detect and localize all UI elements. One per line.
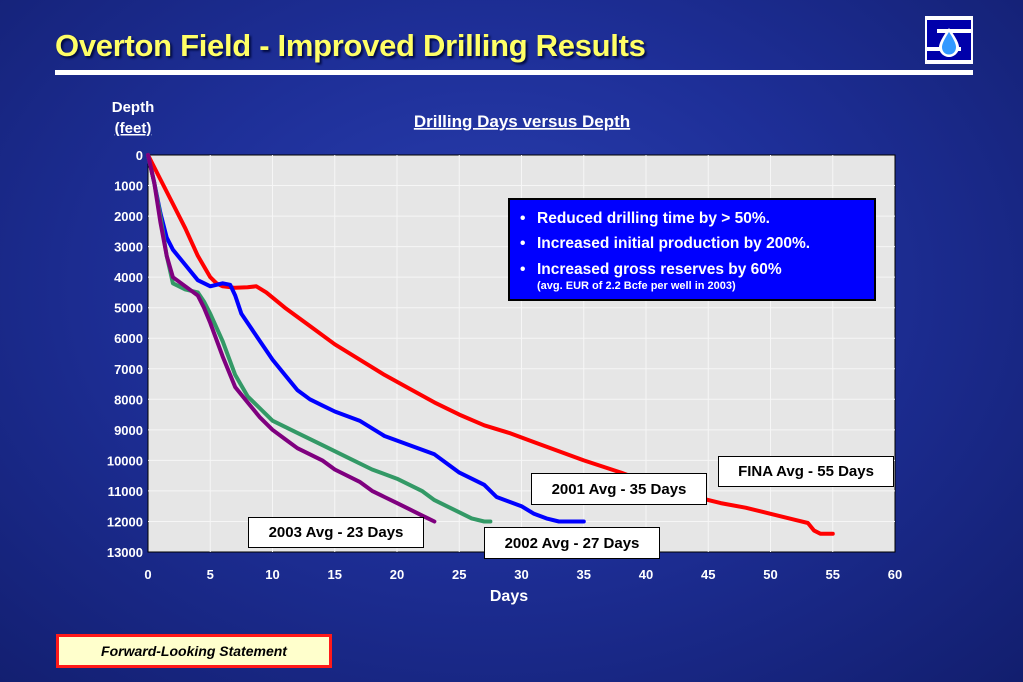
x-tick-label: 30: [514, 567, 528, 582]
company-logo-icon: [925, 16, 973, 64]
bullet-text: Increased initial production by 200%.: [537, 235, 811, 253]
y-tick-label: 13000: [107, 545, 143, 560]
x-tick-label: 20: [390, 567, 404, 582]
y-tick-label: 5000: [114, 301, 143, 316]
x-tick-label: 40: [639, 567, 653, 582]
series-line-2002: [146, 153, 493, 524]
bullet-item: • Increased gross reserves by 60%: [520, 257, 874, 283]
x-axis-label: Days: [490, 588, 528, 605]
series-line-2001: [146, 153, 586, 524]
legend-2003: 2003 Avg - 23 Days: [248, 517, 424, 548]
bullet-dot: •: [520, 260, 526, 278]
legend-2001: 2001 Avg - 35 Days: [531, 473, 707, 505]
legend-fina: FINA Avg - 55 Days: [718, 456, 894, 487]
slide-title: Overton Field - Improved Drilling Result…: [55, 28, 646, 63]
x-tick-label: 0: [144, 567, 151, 582]
title-rule: [55, 70, 973, 75]
y-tick-label: 7000: [114, 362, 143, 377]
legend-2002: 2002 Avg - 27 Days: [484, 527, 660, 559]
y-tick-label: 2000: [114, 209, 143, 224]
y-tick-label: 0: [136, 148, 143, 163]
y-tick-labels: 0 1000 2000 3000 4000 5000 6000 7000 8000 9000 100…: [107, 148, 143, 560]
x-tick-label: 35: [577, 567, 591, 582]
x-tick-label: 60: [888, 567, 902, 582]
y-tick-label: 10000: [107, 453, 143, 468]
results-bullet-box: • Reduced drilling time by > 50%. • Increa…: [508, 198, 876, 301]
x-tick-label: 50: [763, 567, 777, 582]
bullet-item: • Increased initial production by 200%.: [520, 232, 874, 258]
bullet-dot: •: [520, 235, 526, 253]
bullet-text: Increased gross reserves by 60%: [537, 260, 782, 278]
y-tick-label: 3000: [114, 240, 143, 255]
bullet-dot: •: [520, 209, 526, 227]
x-tick-label: 55: [826, 567, 840, 582]
x-tick-label: 25: [452, 567, 466, 582]
x-tick-label: 45: [701, 567, 715, 582]
x-tick-labels: 0 5 10 15 20 25 30 35 40 45 50 55 60: [144, 567, 902, 582]
y-tick-label: 6000: [114, 331, 143, 346]
y-axis-label-line1: Depth: [112, 99, 155, 116]
y-tick-label: 1000: [114, 179, 143, 194]
x-tick-label: 10: [265, 567, 279, 582]
series-lines: [146, 153, 835, 536]
y-tick-label: 11000: [108, 484, 143, 499]
y-tick-label: 12000: [107, 514, 143, 529]
x-tick-label: 5: [207, 567, 214, 582]
chart-title: Drilling Days versus Depth: [414, 112, 630, 131]
y-tick-label: 4000: [114, 270, 143, 285]
series-line-2003: [146, 153, 437, 524]
y-axis-label-line2: (feet): [115, 120, 152, 137]
y-tick-label: 9000: [114, 423, 143, 438]
bullet-text: Reduced drilling time by > 50%.: [537, 209, 770, 227]
y-tick-label: 8000: [114, 392, 143, 407]
x-tick-label: 15: [328, 567, 342, 582]
bullet-note: (avg. EUR of 2.2 Bcfe per well in 2003): [537, 279, 736, 292]
forward-looking-statement-button[interactable]: Forward-Looking Statement: [56, 634, 332, 668]
bullet-item: • Reduced drilling time by > 50%.: [520, 206, 874, 232]
